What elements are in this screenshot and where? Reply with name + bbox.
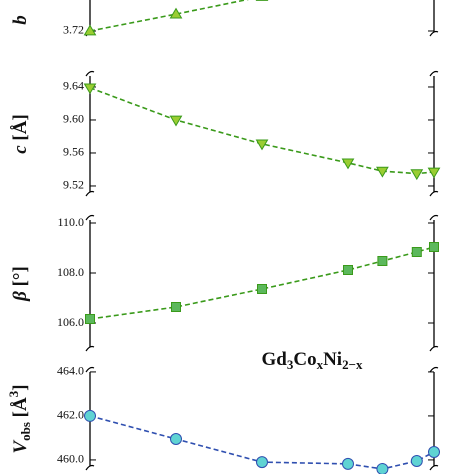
marker [257, 284, 267, 294]
marker [376, 166, 389, 178]
y-tick-label: 9.52 [63, 178, 84, 192]
marker [85, 314, 95, 324]
y-tick-label: 9.60 [63, 112, 84, 126]
text-part: [°] [10, 266, 31, 291]
panel: 3.72 [63, 0, 439, 37]
marker [169, 7, 183, 19]
y-tick-label: 106.0 [57, 315, 84, 329]
axis-break [85, 366, 95, 373]
panel: 464.0 462.0 460.0 [57, 364, 440, 474]
axis-break [429, 345, 439, 352]
text-part: 2−x [342, 357, 363, 372]
marker [170, 433, 182, 446]
text-part: b [10, 15, 31, 25]
text-part: 3 [6, 390, 21, 397]
y-tick-label: 108.0 [57, 265, 84, 279]
marker [428, 446, 440, 458]
axis-break [429, 190, 439, 197]
axis-break [429, 214, 439, 221]
series-line [89, 0, 250, 32]
marker [169, 115, 183, 127]
text-part: ] [10, 384, 31, 390]
y-tick-label: 460.0 [57, 452, 84, 466]
marker [427, 167, 441, 179]
marker [84, 409, 96, 422]
y-tick-label: 9.56 [63, 145, 84, 159]
text-part: Co [293, 349, 316, 370]
text-part: 3 [287, 357, 294, 372]
axis-break [429, 70, 439, 77]
text-part: Ni [323, 349, 342, 370]
text-part: x [317, 357, 324, 372]
marker [343, 265, 353, 275]
y-axis-label: Vobs [Å3] [6, 384, 33, 453]
y-tick-label: 464.0 [57, 364, 84, 378]
axis-break [85, 345, 95, 352]
annotation: Gd3CoxNi2−x [261, 349, 363, 372]
y-axis-label: b [10, 15, 31, 25]
y-tick-label: 110.0 [57, 215, 84, 229]
marker [255, 139, 269, 151]
y-axis-label: c [Å] [10, 114, 31, 154]
y-tick-label: 9.64 [63, 79, 84, 93]
marker [410, 169, 424, 181]
axis-break [85, 70, 95, 77]
text-part: V [10, 440, 31, 454]
text-part: β [10, 291, 31, 302]
y-tick-label: 462.0 [57, 408, 84, 422]
axis-break [429, 366, 439, 373]
axis-break [85, 190, 95, 197]
marker [256, 456, 268, 469]
marker [83, 83, 97, 95]
marker [342, 457, 354, 470]
y-axis-label: β [°] [10, 266, 31, 302]
text-part: Gd [261, 349, 287, 370]
marker [171, 302, 181, 312]
marker [411, 247, 422, 257]
y-tick-label: 3.72 [63, 23, 84, 37]
marker [377, 256, 388, 266]
text-part: [Å] [10, 114, 31, 145]
text-part: [Å [10, 397, 31, 422]
panel: 110.0 108.0 106.0 [57, 214, 439, 352]
text-part: obs [18, 422, 33, 441]
series-line [89, 87, 435, 175]
axis-break [85, 214, 95, 221]
marker [376, 462, 389, 474]
axis-break [429, 464, 439, 471]
marker [83, 24, 97, 36]
marker [410, 455, 423, 468]
marker [341, 158, 355, 170]
marker [429, 242, 439, 252]
text-part: c [10, 145, 31, 154]
panel: 9.64 9.60 9.56 9.52 [63, 70, 441, 197]
axis-break [429, 30, 439, 37]
axis-break [85, 464, 95, 471]
